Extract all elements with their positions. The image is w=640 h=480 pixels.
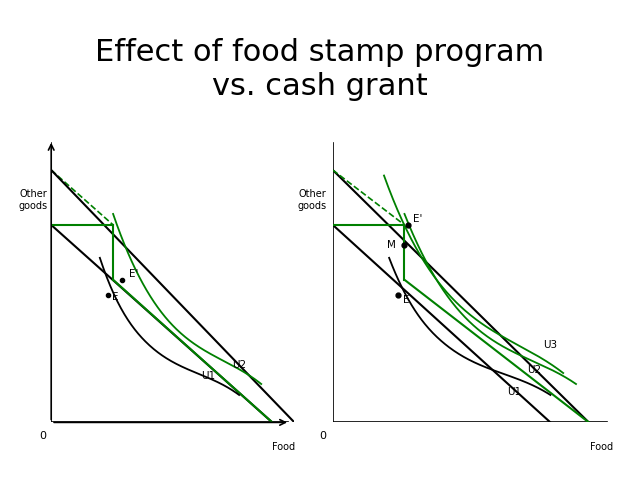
- Text: E: E: [112, 292, 118, 302]
- Text: 0: 0: [319, 431, 326, 441]
- Text: Effect of food stamp program
vs. cash grant: Effect of food stamp program vs. cash gr…: [95, 38, 545, 101]
- Text: E': E': [413, 214, 423, 224]
- Text: U1: U1: [507, 387, 521, 397]
- Text: U2: U2: [527, 365, 541, 375]
- Text: U1: U1: [202, 371, 216, 381]
- Text: E: E: [403, 295, 410, 305]
- Text: Other
goods: Other goods: [19, 189, 48, 211]
- Text: M: M: [387, 240, 396, 250]
- Text: Food: Food: [590, 442, 613, 452]
- Text: E': E': [129, 269, 138, 279]
- Text: U2: U2: [232, 360, 246, 370]
- Text: U3: U3: [543, 340, 557, 350]
- Text: 0: 0: [39, 431, 46, 441]
- Text: Other
goods: Other goods: [298, 189, 327, 211]
- Text: Food: Food: [272, 442, 295, 452]
